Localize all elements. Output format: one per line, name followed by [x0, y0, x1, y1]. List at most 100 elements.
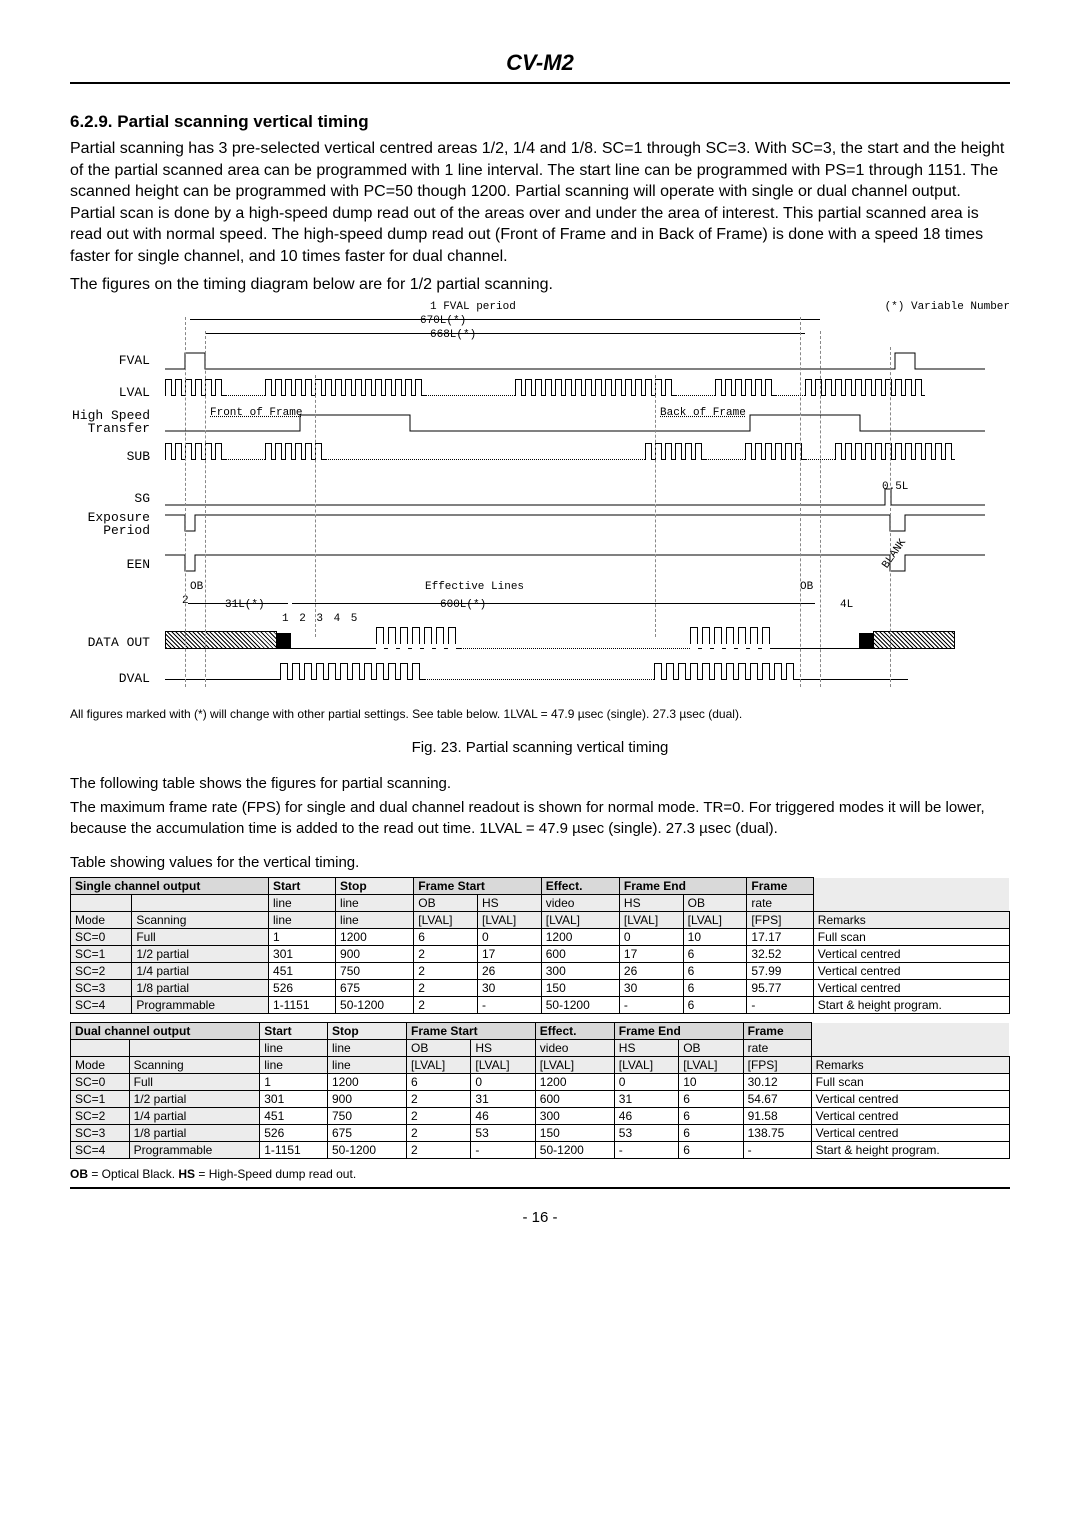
table-cell: - — [743, 1142, 811, 1159]
label-lval: LVAL — [70, 385, 150, 400]
page: CV-M2 6.2.9. Partial scanning vertical t… — [0, 0, 1080, 1256]
table-cell: 1/4 partial — [129, 1108, 260, 1125]
t1-start-sub2: line — [269, 912, 336, 929]
table-cell: 1-1151 — [260, 1142, 328, 1159]
t2-ob2-sub: [LVAL] — [679, 1057, 743, 1074]
table-cell: 675 — [336, 980, 414, 997]
table-cell: 32.52 — [747, 946, 813, 963]
table-row: SC=4Programmable1-115150-12002-50-1200-6… — [71, 997, 1010, 1014]
guide-7 — [890, 347, 891, 687]
table-cell: 1/8 partial — [129, 1125, 260, 1142]
table-cell: 300 — [541, 963, 619, 980]
table-row: SC=0Full1120060120001017.17Full scan — [71, 929, 1010, 946]
table-cell: SC=2 — [71, 1108, 130, 1125]
table-cell: Vertical centred — [813, 963, 1009, 980]
table-cell: - — [747, 997, 813, 1014]
dim-668 — [205, 333, 805, 334]
t2-video: video — [535, 1040, 614, 1057]
t2-ob2: OB — [679, 1040, 743, 1057]
table-cell: Vertical centred — [811, 1108, 1009, 1125]
t1-ob: OB — [414, 895, 478, 912]
table-cell: SC=4 — [71, 997, 132, 1014]
timing-diagram: 1 FVAL period 670L(*) 668L(*) (*) Variab… — [70, 301, 1010, 701]
table-cell: 600 — [541, 946, 619, 963]
table-cell: 2 — [406, 1125, 470, 1142]
table-row: SC=0Full1120060120001030.12Full scan — [71, 1074, 1010, 1091]
table-cell: SC=0 — [71, 929, 132, 946]
table-cell: 95.77 — [747, 980, 813, 997]
table-cell: 301 — [269, 946, 336, 963]
t1-stop-sub: line — [336, 895, 414, 912]
table-cell: Vertical centred — [813, 980, 1009, 997]
rule-bottom — [70, 1187, 1010, 1189]
table-cell: 2 — [414, 946, 478, 963]
table-cell: 150 — [535, 1125, 614, 1142]
label-sub: SUB — [70, 449, 150, 464]
t1-title: Single channel output — [71, 878, 269, 895]
table-cell: 46 — [471, 1108, 535, 1125]
para-4: The maximum frame rate (FPS) for single … — [70, 798, 1010, 839]
data-ob-left — [277, 633, 291, 649]
ann-period: 1 FVAL period — [430, 301, 516, 313]
table-cell: 17 — [477, 946, 541, 963]
table-row: SC=11/2 partial30190023160031654.67Verti… — [71, 1091, 1010, 1108]
dim-600L — [292, 603, 772, 604]
table-cell: 750 — [336, 963, 414, 980]
table-cell: Full — [132, 929, 269, 946]
t2-hs-sub: [LVAL] — [471, 1057, 535, 1074]
table-cell: 30.12 — [743, 1074, 811, 1091]
table-cell: 2 — [414, 963, 478, 980]
guide-1 — [185, 317, 186, 687]
guide-6 — [820, 331, 821, 687]
table-cell: 2 — [406, 1091, 470, 1108]
t1-rate: rate — [747, 895, 813, 912]
label-hst: High Speed Transfer — [70, 409, 150, 435]
table-cell: 0 — [477, 929, 541, 946]
table-cell: 53 — [471, 1125, 535, 1142]
label-data: DATA OUT — [70, 635, 150, 650]
section-title: Partial scanning vertical timing — [117, 112, 368, 131]
t2-rate: rate — [743, 1040, 811, 1057]
t2-stop-sub: line — [327, 1040, 406, 1057]
label-een: EEN — [70, 557, 150, 572]
t2-mode-h: Mode — [71, 1057, 130, 1074]
label-fval: FVAL — [70, 353, 150, 368]
table-cell: 30 — [477, 980, 541, 997]
table-cell: Vertical centred — [811, 1125, 1009, 1142]
label-sg: SG — [70, 491, 150, 506]
t1-fps: [FPS] — [747, 912, 813, 929]
signal-dval — [165, 663, 985, 685]
table-cell: 31 — [471, 1091, 535, 1108]
table-cell: 451 — [269, 963, 336, 980]
table-cell: 6 — [679, 1091, 743, 1108]
table-cell: - — [614, 1142, 678, 1159]
table-cell: 600 — [535, 1091, 614, 1108]
signal-een — [165, 551, 985, 573]
table-cell: 150 — [541, 980, 619, 997]
t1-video-sub: [LVAL] — [541, 912, 619, 929]
diagram-footnote: All figures marked with (*) will change … — [70, 707, 1010, 721]
table-cell: - — [619, 997, 683, 1014]
para-3: The following table shows the figures fo… — [70, 774, 1010, 794]
table-cell: Full — [129, 1074, 260, 1091]
table-cell: 53 — [614, 1125, 678, 1142]
table-cell: 26 — [619, 963, 683, 980]
ann-31L: 31L(*) — [225, 599, 265, 611]
table-cell: 1-1151 — [269, 997, 336, 1014]
table-cell: 2 — [406, 1142, 470, 1159]
t1-start: Start — [269, 878, 336, 895]
table-cell: 1/8 partial — [132, 980, 269, 997]
signal-hst — [165, 411, 985, 433]
table-cell: SC=2 — [71, 963, 132, 980]
table-cell: 1200 — [535, 1074, 614, 1091]
signal-fval — [165, 349, 985, 371]
table-cell: 900 — [336, 946, 414, 963]
table-cell: 50-1200 — [327, 1142, 406, 1159]
table-cell: 6 — [406, 1074, 470, 1091]
t2-stop: Stop — [327, 1023, 406, 1040]
page-number: - 16 - — [70, 1209, 1010, 1226]
signal-lval — [165, 379, 985, 401]
table-cell: 6 — [679, 1142, 743, 1159]
t2-effect: Effect. — [535, 1023, 614, 1040]
t2-stop-sub2: line — [327, 1057, 406, 1074]
